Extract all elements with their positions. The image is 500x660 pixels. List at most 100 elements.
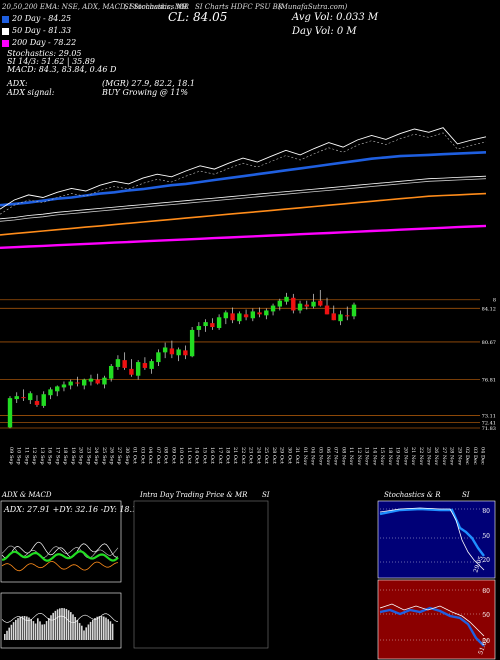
ema20-swatch <box>2 15 9 23</box>
macd-bar <box>48 618 50 640</box>
macd-bar <box>10 624 13 640</box>
x-tick-label: 23 Oct <box>248 447 254 464</box>
x-tick-label: 26 Sep <box>109 447 115 465</box>
x-tick-label: 16 Sep <box>47 447 53 465</box>
macd-bar <box>85 627 87 640</box>
macd-bar <box>52 612 54 640</box>
candle-body <box>331 313 336 321</box>
intraday-panel <box>133 500 269 649</box>
header-stochastics: SI Stochastics MR <box>124 3 190 11</box>
x-tick-label: 05 Nov <box>317 447 323 465</box>
macd-bar <box>76 619 79 640</box>
macd-bar <box>98 616 101 640</box>
si-title: SI <box>462 491 470 499</box>
si-value: SI 14/3: 51.62 | 35.89 <box>7 57 95 66</box>
x-tick-label: 28 Nov <box>449 447 455 465</box>
candle-body <box>318 300 323 306</box>
si-panel <box>377 579 496 660</box>
candle-body <box>230 313 235 321</box>
stoch-k-line <box>379 507 485 557</box>
candle-body <box>55 386 60 392</box>
macd-bar <box>96 616 98 640</box>
x-tick-label: 18 Nov <box>387 447 393 465</box>
macd-bar <box>92 619 94 640</box>
x-tick-label: 20 Nov <box>402 447 408 465</box>
avg-volume: Avg Vol: 0.033 M <box>292 12 379 23</box>
macd-bar <box>4 634 6 640</box>
candle-body <box>162 347 168 353</box>
x-tick-label: 21 Nov <box>410 447 416 465</box>
candle-body <box>237 313 242 322</box>
macd-bar <box>65 608 68 640</box>
indicator-panels: ADX: 27.91 +DY: 32.16 -DY: 18.13 80 50 2… <box>0 500 496 660</box>
x-tick-label: 19 Sep <box>70 447 76 465</box>
price-level-label: 8 <box>493 298 496 304</box>
x-tick-label: 01 Nov <box>302 447 308 465</box>
candle-body <box>129 368 134 375</box>
candle-body <box>338 314 343 322</box>
x-tick-label: 25 Oct <box>263 447 269 464</box>
x-axis-labels: 09 Sep 10 Sep 11 Sep 12 Sep 13 Sep 16 Sep 17 S… <box>8 447 486 465</box>
di-green-line <box>1 550 119 562</box>
legend-ema50-label: 50 Day - 81.33 <box>12 26 72 35</box>
candle-body <box>210 323 215 328</box>
candle-body <box>115 359 121 367</box>
macd-bar <box>72 614 74 640</box>
candle-body <box>102 377 107 385</box>
si-tick-20: 20 <box>482 638 490 645</box>
header-source: (MunafaSutra.com) <box>278 3 348 11</box>
day-volume: Day Vol: 0 M <box>292 26 357 37</box>
macd-bar <box>45 621 48 640</box>
x-tick-label: 04 Nov <box>310 447 316 465</box>
x-tick-label: 31 Oct <box>294 447 300 464</box>
ema-legend: 20 Day - 84.25 50 Day - 81.33 200 Day - … <box>2 14 76 47</box>
candle-body <box>176 349 181 356</box>
candle-body <box>156 352 161 363</box>
ema50-line <box>0 178 487 222</box>
macd-bar <box>17 618 19 640</box>
candle-body <box>149 361 154 369</box>
candle-body <box>243 314 249 318</box>
candle-body <box>216 317 222 328</box>
macd-bar <box>19 616 21 640</box>
macd-bar <box>103 616 105 640</box>
candle-body <box>196 326 202 330</box>
x-tick-label: 18 Oct <box>224 447 230 464</box>
price-level-label: 71.83 <box>482 426 496 432</box>
candle-body <box>81 379 87 386</box>
adx-value: (MGR) 27.9, 82.2, 18.1 <box>102 79 195 88</box>
macd-bar <box>70 612 72 640</box>
x-tick-label: 15 Nov <box>379 447 385 465</box>
si-signal-line <box>379 603 485 637</box>
x-tick-label: 22 Nov <box>418 447 424 465</box>
candle-body <box>277 300 283 307</box>
candle-body <box>21 397 26 399</box>
x-tick-label: 19 Nov <box>395 447 401 465</box>
x-tick-label: 25 Nov <box>426 447 432 465</box>
candle-body <box>189 329 195 357</box>
adx-signal-label: ADX signal: <box>7 88 55 97</box>
macd-bar <box>54 610 57 640</box>
price-trail-line <box>0 132 487 215</box>
candle-body <box>14 396 19 400</box>
macd-bar <box>37 618 39 640</box>
macd-bar <box>12 622 15 640</box>
macd-line <box>1 612 119 624</box>
candle-body <box>142 363 148 368</box>
si-lines <box>379 589 485 647</box>
candle-body <box>311 301 316 307</box>
x-tick-label: 24 Sep <box>93 447 99 465</box>
stoch-tick-20: 20 <box>482 557 490 564</box>
stoch-tick-80: 80 <box>482 508 490 515</box>
macd-bar <box>6 630 8 640</box>
macd-bar <box>21 616 24 640</box>
price-level-label: 72.41 <box>482 420 496 426</box>
macd-bar <box>43 624 46 640</box>
si-title-top: SI <box>262 491 270 499</box>
candle-body <box>108 365 114 379</box>
macd-bar <box>30 619 32 640</box>
legend-ema200-label: 200 Day - 78.22 <box>12 38 77 47</box>
x-tick-label: 07 Oct <box>155 447 161 464</box>
macd-bar <box>111 623 114 640</box>
